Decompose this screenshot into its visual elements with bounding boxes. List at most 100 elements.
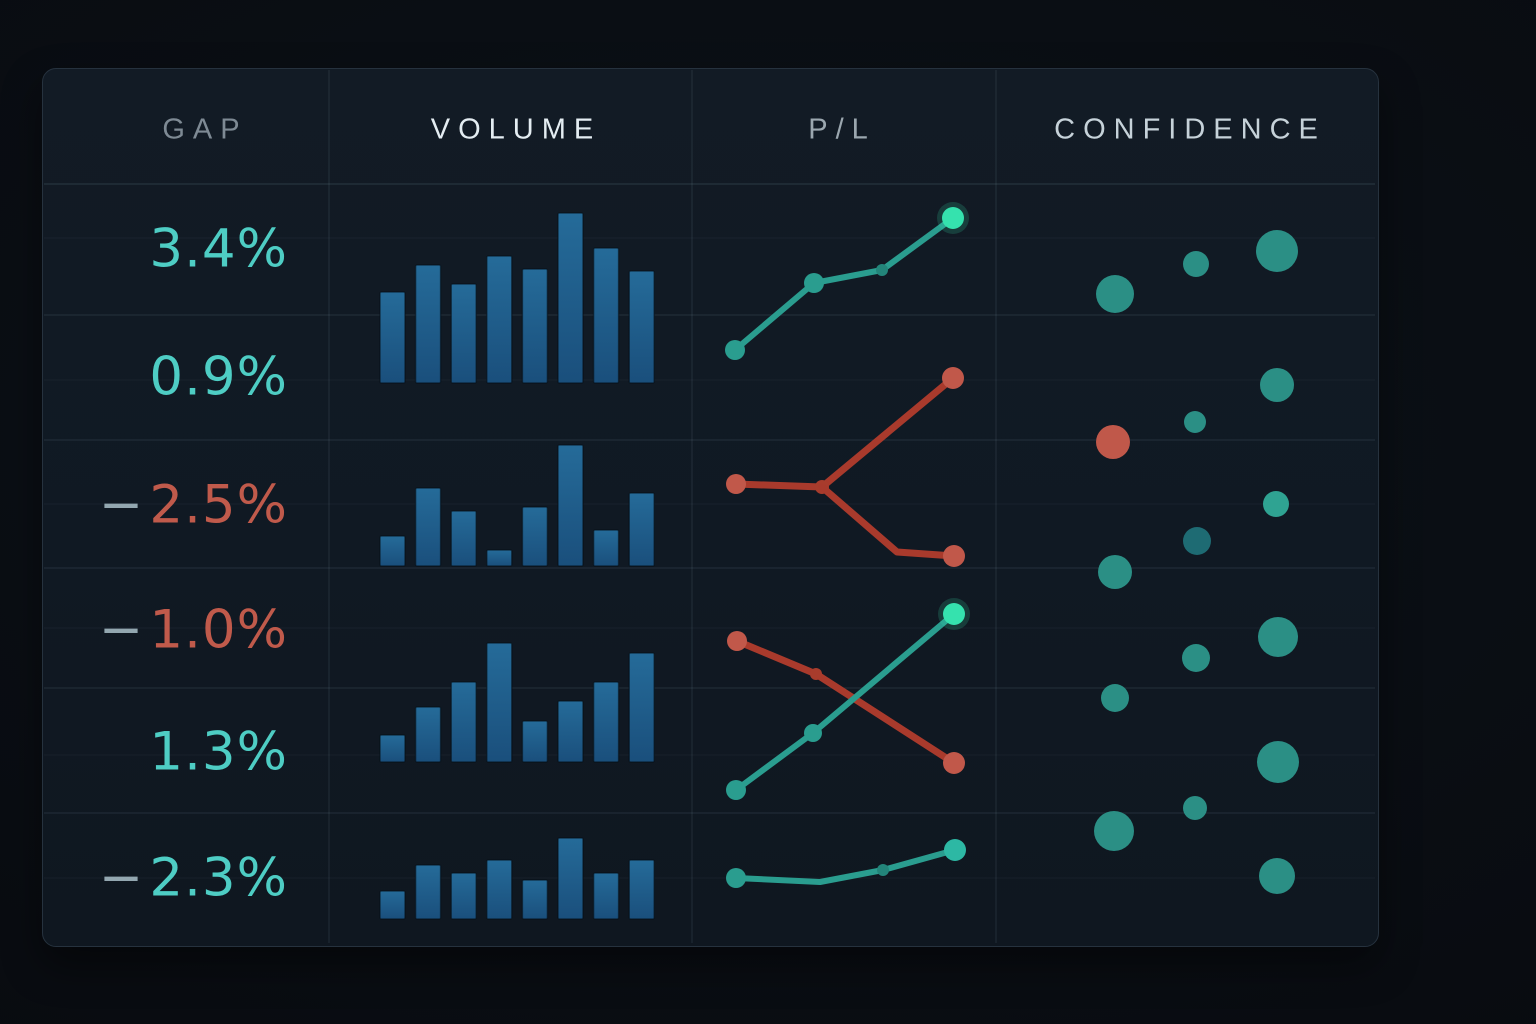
volume-bar <box>414 864 442 920</box>
volume-bar <box>592 872 620 920</box>
volume-bar <box>557 700 584 763</box>
volume-bar <box>486 859 513 920</box>
pl-dot <box>877 864 889 876</box>
pl-dot <box>727 631 747 651</box>
pl-dot <box>804 273 824 293</box>
gap-value: −1.0% <box>48 604 288 657</box>
gap-number: 0.9% <box>149 346 288 408</box>
volume-bar <box>450 283 477 384</box>
volume-bar <box>379 291 406 384</box>
table-row[interactable] <box>42 184 1377 315</box>
pl-line-flat-up <box>733 847 958 885</box>
volume-sparkline-2 <box>379 444 655 567</box>
gap-value: −2.3% <box>48 852 288 905</box>
table-row[interactable] <box>42 813 1377 945</box>
confidence-bubble <box>1096 425 1130 459</box>
confidence-bubble <box>1184 411 1206 433</box>
confidence-bubble <box>1094 811 1134 851</box>
column-header-pl: P/L <box>808 113 876 146</box>
confidence-bubble <box>1096 275 1134 313</box>
table-row[interactable] <box>42 568 1377 688</box>
table-row[interactable] <box>42 315 1377 440</box>
volume-bar <box>557 212 584 384</box>
volume-sparkline-3 <box>379 642 655 763</box>
confidence-bubble <box>1183 796 1207 820</box>
volume-bar <box>450 681 477 763</box>
confidence-bubble <box>1257 741 1299 783</box>
volume-bar <box>628 492 655 567</box>
volume-bar <box>521 720 549 763</box>
pl-dot <box>725 340 745 360</box>
volume-bar <box>379 535 406 567</box>
pl-dot <box>943 752 965 774</box>
confidence-bubble <box>1260 368 1294 402</box>
table-row[interactable] <box>42 440 1377 568</box>
gap-value: 3.4% <box>48 223 288 276</box>
volume-bar <box>628 859 655 920</box>
volume-bar <box>486 255 513 384</box>
pl-dot <box>943 545 965 567</box>
metrics-table <box>42 68 1379 947</box>
volume-bar <box>592 529 620 567</box>
volume-bar <box>486 549 513 567</box>
gap-value: 1.3% <box>48 726 288 779</box>
volume-bar <box>557 444 584 567</box>
pl-dot <box>876 264 888 276</box>
confidence-bubble <box>1183 251 1209 277</box>
volume-bar <box>592 247 620 384</box>
pl-dot <box>726 474 746 494</box>
volume-bar <box>628 270 655 384</box>
pl-line-3 <box>726 598 970 800</box>
gap-number: 2.5% <box>149 474 288 536</box>
volume-bar <box>379 734 406 763</box>
volume-bar <box>557 837 584 920</box>
volume-bar <box>414 487 442 567</box>
pl-dot <box>810 668 822 680</box>
gap-number: 1.0% <box>149 599 288 661</box>
volume-bar <box>486 642 513 763</box>
volume-bar <box>450 510 477 567</box>
confidence-bubble <box>1098 555 1132 589</box>
volume-bar <box>521 879 549 920</box>
volume-bar <box>521 506 549 567</box>
pl-dot <box>942 367 964 389</box>
confidence-bubble <box>1263 491 1289 517</box>
gap-value: −2.5% <box>48 479 288 532</box>
gap-value: 0.9% <box>48 351 288 404</box>
gap-minus-sign: − <box>98 847 145 909</box>
pl-line-1 <box>725 202 969 360</box>
gap-number: 3.4% <box>149 218 288 280</box>
volume-bar <box>414 264 442 384</box>
pl-line-branch-down <box>818 483 958 560</box>
pl-line-2 <box>726 367 965 567</box>
volume-bar <box>450 872 477 920</box>
confidence-bubble <box>1182 644 1210 672</box>
pl-dot <box>804 724 822 742</box>
volume-bar <box>592 681 620 763</box>
volume-sparkline-4 <box>379 837 655 920</box>
pl-line-4 <box>726 839 966 888</box>
column-header-volume: VOLUME <box>430 113 602 146</box>
pl-dot <box>942 207 964 229</box>
volume-bar <box>414 706 442 763</box>
column-header-confidence: CONFIDENCE <box>1054 113 1326 146</box>
volume-bar <box>379 890 406 920</box>
confidence-bubble <box>1183 527 1211 555</box>
gap-number: 2.3% <box>149 847 288 909</box>
confidence-bubble <box>1259 858 1295 894</box>
confidence-bubbles <box>1094 230 1299 894</box>
pl-dot <box>943 603 965 625</box>
column-header-gap: GAP <box>162 113 248 146</box>
volume-bar <box>521 268 549 384</box>
confidence-bubble <box>1258 617 1298 657</box>
pl-dot <box>944 839 966 861</box>
gap-minus-sign: − <box>98 474 145 536</box>
gap-number: 1.3% <box>149 721 288 783</box>
pl-line-uptrend <box>732 215 956 353</box>
volume-sparkline-1 <box>379 212 655 384</box>
pl-dot <box>726 780 746 800</box>
confidence-bubble <box>1101 684 1129 712</box>
pl-dot <box>726 868 746 888</box>
table-row[interactable] <box>42 688 1377 813</box>
